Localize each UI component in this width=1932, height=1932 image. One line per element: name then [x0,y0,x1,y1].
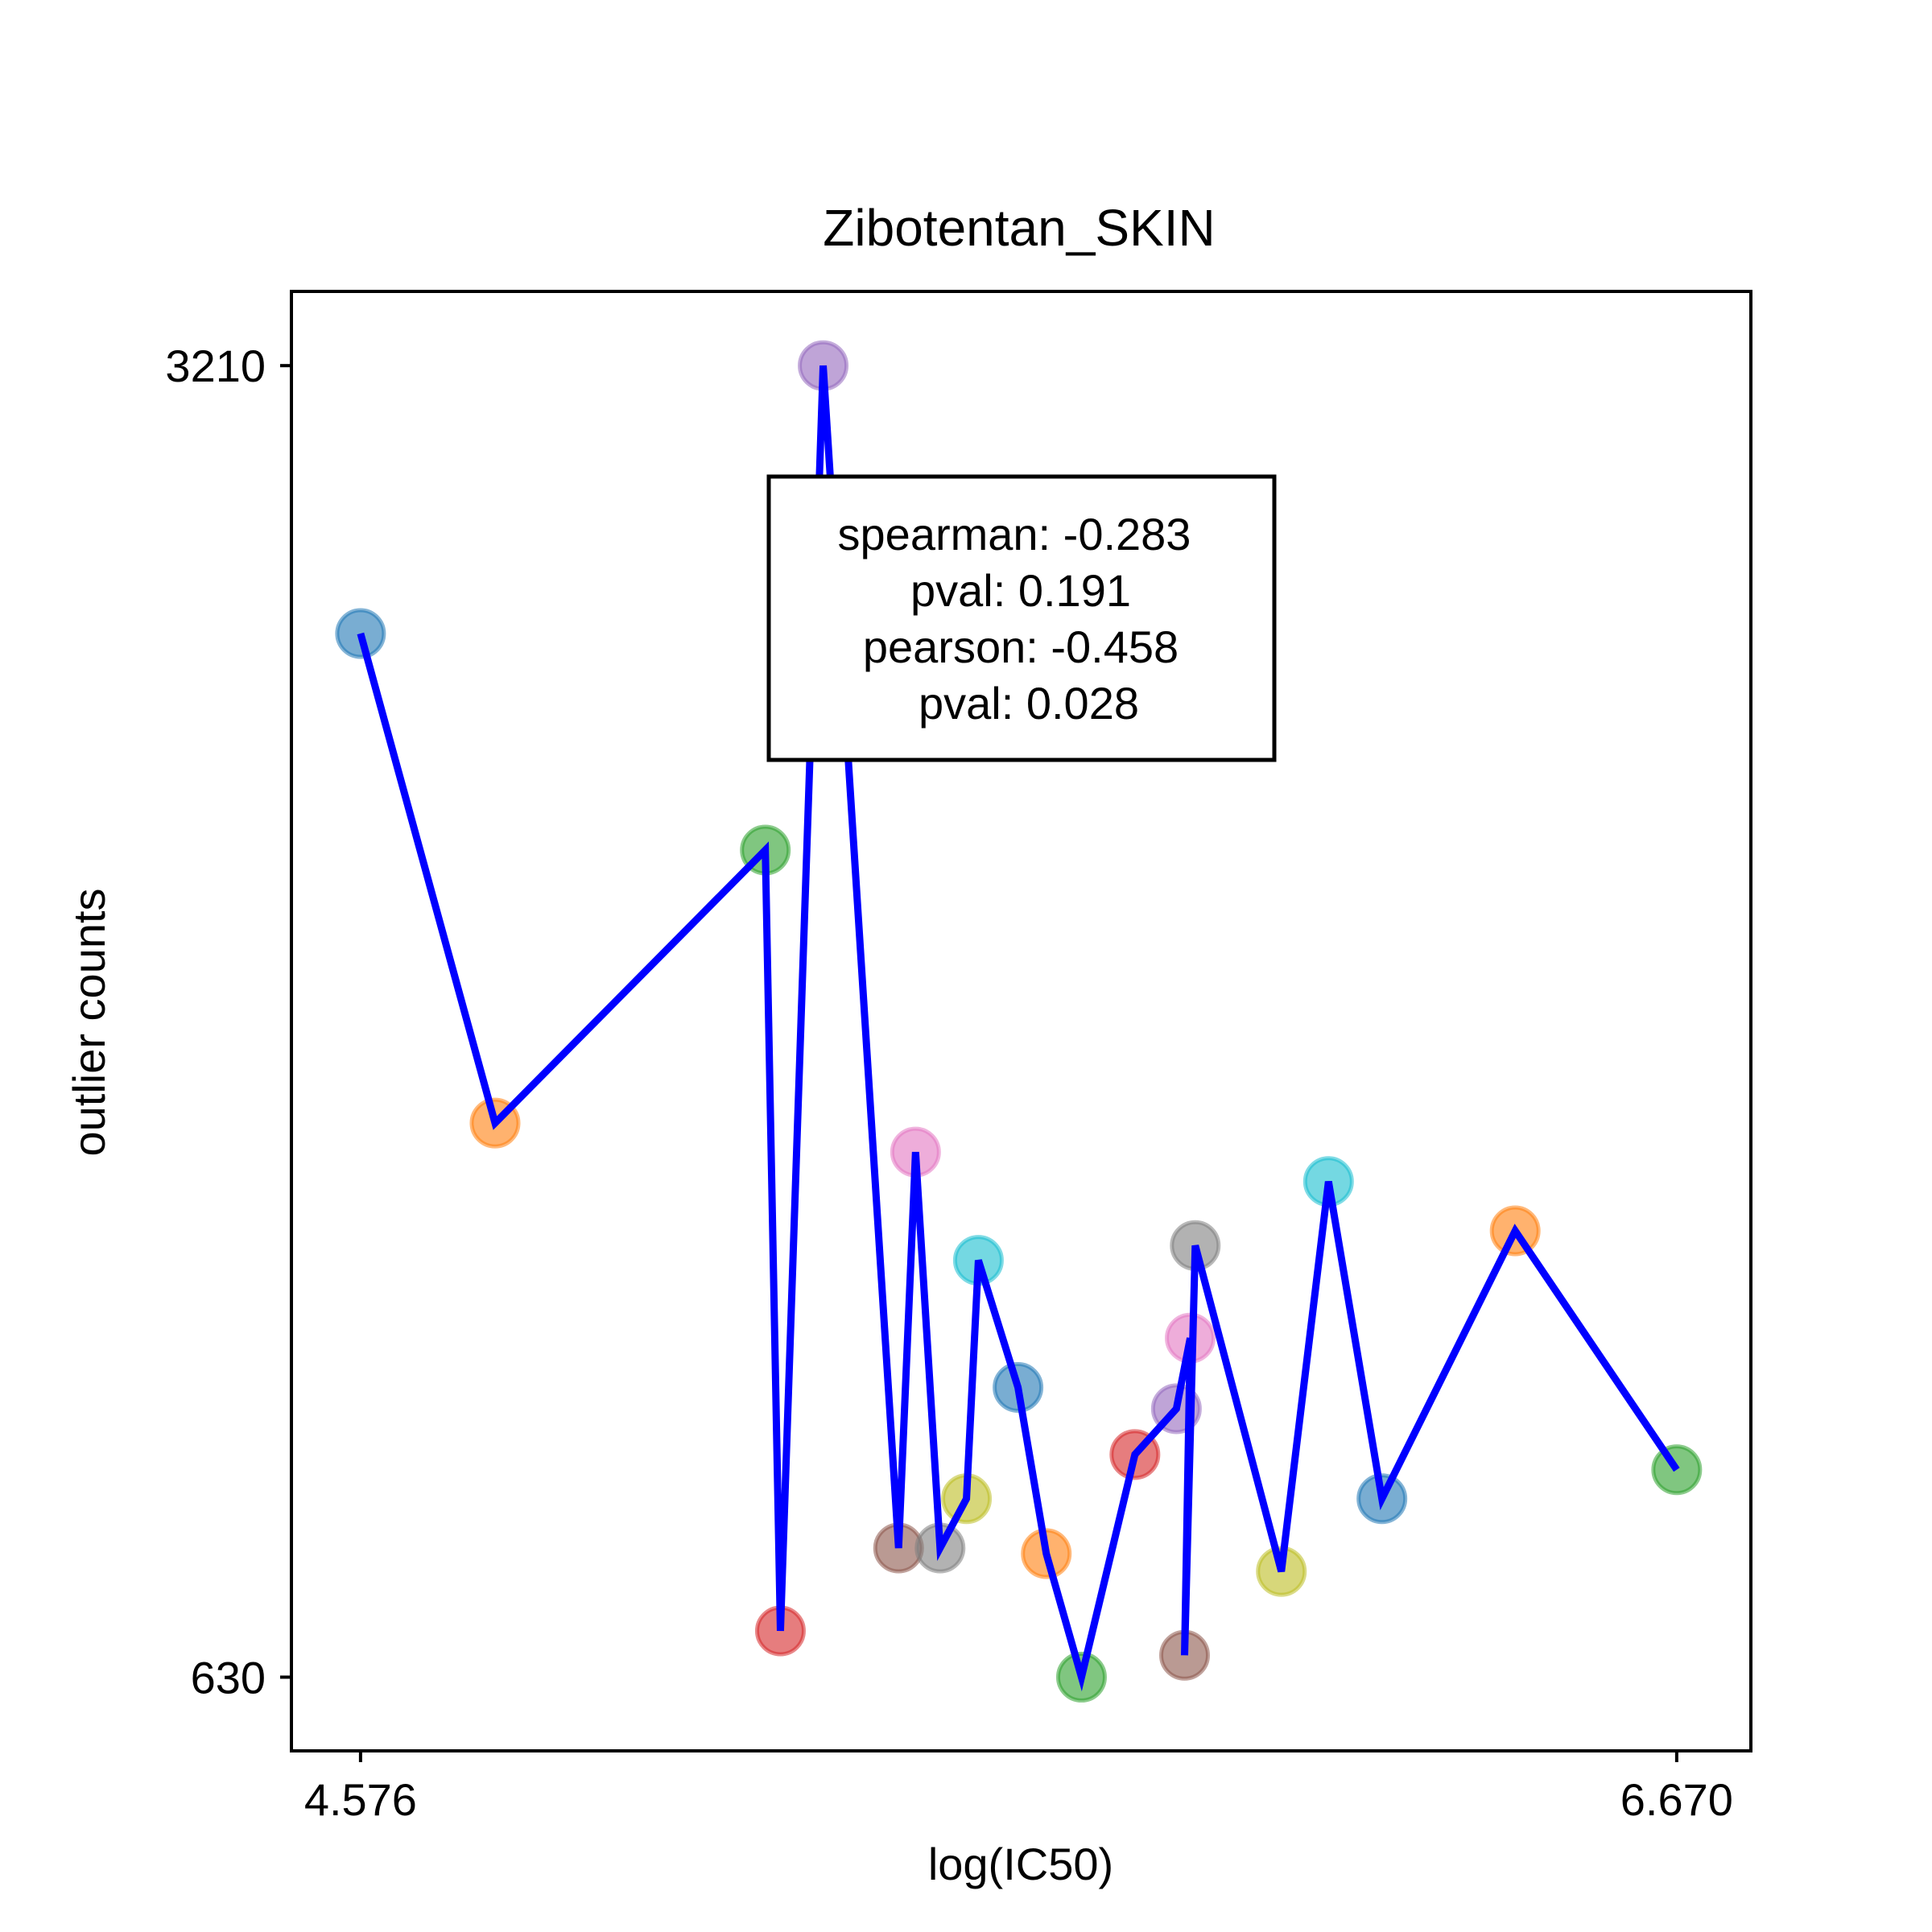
x-tick-label-1: 4.576 [304,1774,417,1825]
stats-pearson: pearson: -0.458 [863,621,1179,672]
stats-spearman: spearman: -0.283 [838,509,1191,559]
series-line [357,365,1680,1692]
y-axis-label: outlier counts [64,888,114,1156]
stats-box-frame [766,474,1277,762]
stats-pearson-pval: pval: 0.028 [919,678,1139,729]
stats-spearman-pval: pval: 0.191 [910,565,1131,616]
x-axis-label: log(IC50) [928,1839,1113,1889]
plot-area [335,340,1703,1703]
axis-ticks: 4.576 6.670 3210 630 [165,341,1733,1825]
y-tick-label-1: 3210 [165,341,266,391]
y-tick-label-2: 630 [191,1652,266,1703]
axes-frame [290,290,1752,1752]
chart-title: Zibotentan_SKIN [823,199,1215,257]
stats-annotation-box: spearman: -0.283 pval: 0.191 pearson: -0… [766,474,1277,762]
x-tick-label-2: 6.670 [1620,1774,1733,1825]
